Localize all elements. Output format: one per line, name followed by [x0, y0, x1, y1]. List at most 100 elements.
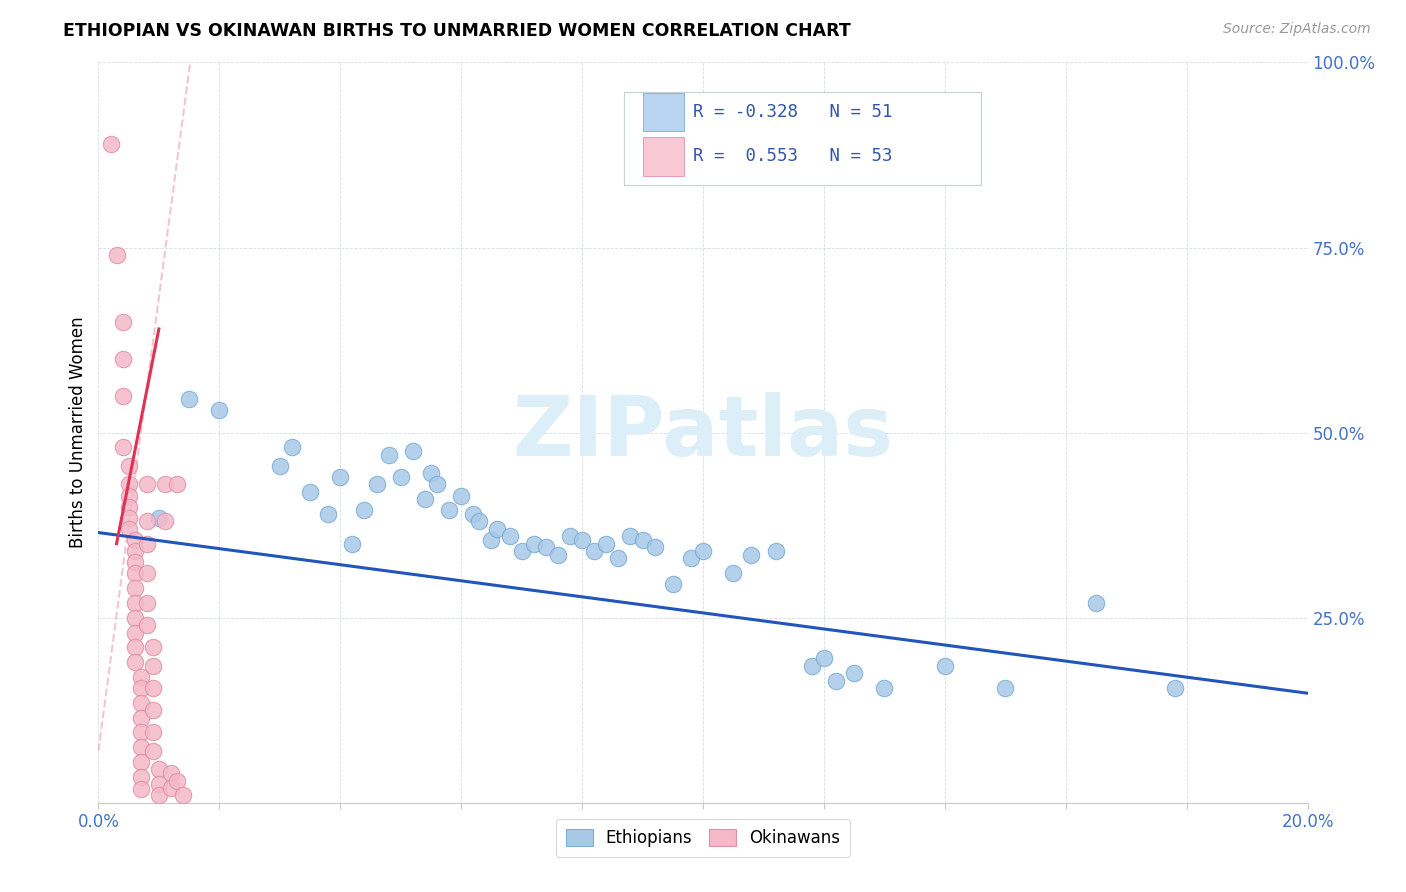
- Point: [142, 640, 165, 655]
- Point: [765, 544, 787, 558]
- Point: [800, 658, 823, 673]
- Text: Source: ZipAtlas.com: Source: ZipAtlas.com: [1223, 22, 1371, 37]
- Point: [498, 529, 520, 543]
- Point: [160, 766, 183, 780]
- Point: [571, 533, 593, 547]
- Point: [1163, 681, 1185, 695]
- Point: [118, 510, 141, 524]
- Point: [129, 681, 152, 695]
- Point: [437, 503, 460, 517]
- Point: [166, 477, 188, 491]
- Point: [631, 533, 654, 547]
- Text: R = -0.328   N = 51: R = -0.328 N = 51: [693, 103, 893, 121]
- Point: [135, 596, 157, 610]
- Point: [389, 470, 412, 484]
- Point: [111, 388, 134, 402]
- Point: [1085, 596, 1108, 610]
- Point: [124, 581, 146, 595]
- Point: [129, 755, 152, 769]
- Point: [558, 529, 581, 543]
- Point: [468, 515, 491, 529]
- Point: [124, 655, 146, 669]
- Point: [118, 458, 141, 473]
- Point: [129, 770, 152, 784]
- Point: [740, 548, 762, 562]
- Point: [172, 789, 194, 803]
- Point: [105, 248, 128, 262]
- Point: [413, 492, 436, 507]
- Point: [281, 441, 304, 455]
- Point: [934, 658, 956, 673]
- Point: [142, 744, 165, 758]
- Point: [377, 448, 399, 462]
- Point: [148, 763, 170, 777]
- Point: [135, 536, 157, 550]
- Point: [148, 777, 170, 791]
- Point: [450, 489, 472, 503]
- Point: [111, 441, 134, 455]
- Point: [179, 392, 201, 407]
- FancyBboxPatch shape: [624, 92, 981, 185]
- Point: [299, 484, 322, 499]
- Point: [994, 681, 1017, 695]
- Point: [118, 489, 141, 503]
- Point: [420, 467, 443, 481]
- Point: [583, 544, 606, 558]
- Point: [135, 566, 157, 581]
- Point: [353, 503, 375, 517]
- Point: [813, 651, 835, 665]
- Point: [124, 625, 146, 640]
- Point: [135, 515, 157, 529]
- Point: [153, 515, 176, 529]
- Point: [316, 507, 339, 521]
- Point: [153, 477, 176, 491]
- Point: [111, 314, 134, 328]
- Point: [523, 536, 546, 550]
- Point: [486, 522, 509, 536]
- Point: [124, 610, 146, 624]
- Point: [124, 544, 146, 558]
- Point: [534, 541, 557, 555]
- Point: [124, 533, 146, 547]
- Text: R =  0.553   N = 53: R = 0.553 N = 53: [693, 147, 893, 165]
- Point: [607, 551, 630, 566]
- Point: [426, 477, 449, 491]
- FancyBboxPatch shape: [643, 137, 683, 176]
- Point: [129, 696, 152, 710]
- Point: [692, 544, 714, 558]
- Point: [124, 640, 146, 655]
- Y-axis label: Births to Unmarried Women: Births to Unmarried Women: [69, 317, 87, 549]
- Point: [148, 789, 170, 803]
- Point: [111, 351, 134, 366]
- Point: [873, 681, 896, 695]
- Point: [100, 136, 122, 151]
- Point: [208, 403, 231, 417]
- Point: [825, 673, 848, 688]
- Point: [135, 477, 157, 491]
- Point: [124, 596, 146, 610]
- Point: [661, 577, 683, 591]
- Point: [135, 618, 157, 632]
- FancyBboxPatch shape: [643, 93, 683, 131]
- Point: [129, 670, 152, 684]
- Point: [118, 477, 141, 491]
- Point: [481, 533, 503, 547]
- Point: [142, 681, 165, 695]
- Point: [547, 548, 569, 562]
- Point: [342, 536, 364, 550]
- Point: [124, 566, 146, 581]
- Point: [619, 529, 641, 543]
- Text: ZIPatlas: ZIPatlas: [513, 392, 893, 473]
- Point: [129, 740, 152, 755]
- Point: [118, 500, 141, 514]
- Point: [118, 522, 141, 536]
- Point: [463, 507, 485, 521]
- Point: [129, 725, 152, 739]
- Point: [124, 555, 146, 569]
- Point: [129, 782, 152, 797]
- Point: [269, 458, 291, 473]
- Point: [679, 551, 702, 566]
- Text: ETHIOPIAN VS OKINAWAN BIRTHS TO UNMARRIED WOMEN CORRELATION CHART: ETHIOPIAN VS OKINAWAN BIRTHS TO UNMARRIE…: [63, 22, 851, 40]
- Point: [366, 477, 388, 491]
- Point: [166, 773, 188, 788]
